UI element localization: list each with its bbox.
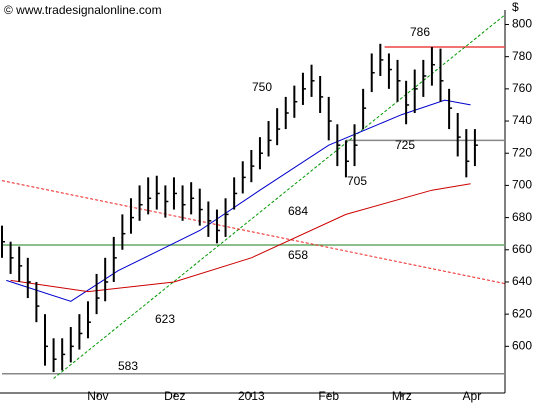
y-tick-label: 700: [512, 178, 532, 192]
level-annotation: 658: [288, 248, 308, 262]
level-annotation: 583: [118, 359, 138, 373]
trend-line: [1, 180, 506, 285]
y-tick-label: 780: [512, 49, 532, 63]
level-annotation: 786: [410, 25, 430, 39]
level-annotation: 684: [288, 204, 308, 218]
y-tick-label: 800: [512, 17, 532, 31]
y-tick-label: 680: [512, 210, 532, 224]
level-annotation: 705: [347, 174, 367, 188]
y-tick-label: 740: [512, 113, 532, 127]
y-tick-label: 640: [512, 274, 532, 288]
y-tick-label: 620: [512, 306, 532, 320]
x-tick-label: 2013: [238, 389, 265, 403]
y-tick-label: 720: [512, 145, 532, 159]
y-axis-label: $: [512, 0, 519, 14]
x-tick-label: Dez: [164, 389, 185, 403]
level-annotation: 750: [252, 80, 272, 94]
level-annotation: 623: [155, 312, 175, 326]
y-tick-label: 760: [512, 81, 532, 95]
level-annotation: 725: [395, 138, 415, 152]
x-tick-label: Mrz: [392, 389, 412, 403]
chart-title: © www.tradesignalonline.com: [4, 3, 162, 17]
moving-average: [6, 99, 471, 302]
x-tick-label: Nov: [87, 389, 108, 403]
x-tick-label: Feb: [318, 389, 339, 403]
trend-line: [53, 14, 506, 379]
y-tick-label: 660: [512, 242, 532, 256]
moving-average: [10, 183, 471, 293]
y-tick-label: 600: [512, 339, 532, 353]
x-tick-label: Apr: [463, 389, 482, 403]
